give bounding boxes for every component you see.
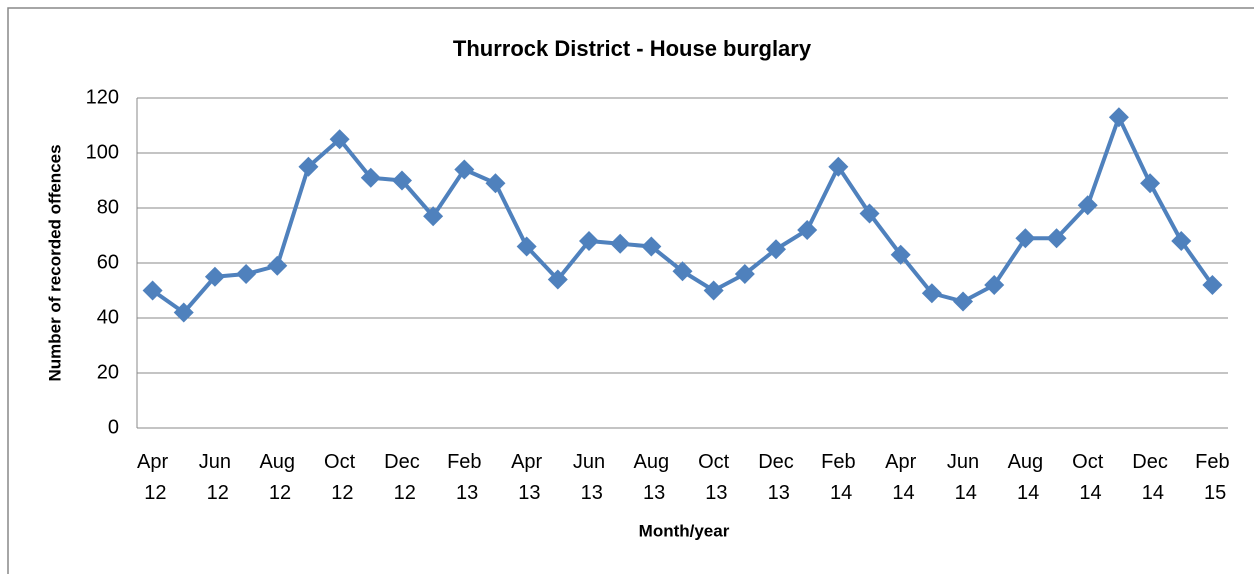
data-point: [1171, 231, 1192, 251]
x-tick-label: Dec 12: [384, 451, 420, 504]
data-point: [236, 264, 257, 284]
data-point: [485, 173, 506, 194]
x-tick-label: Aug 12: [259, 451, 295, 504]
data-point: [672, 261, 693, 282]
x-tick-label: Feb 15: [1195, 451, 1229, 504]
y-tick-label: 100: [86, 141, 119, 163]
x-tick-label: Oct 14: [1072, 451, 1104, 504]
x-tick-label: Jun 12: [199, 451, 231, 504]
data-point: [984, 275, 1005, 295]
data-point: [454, 159, 475, 180]
y-tick-label: 0: [108, 416, 119, 438]
chart-title: Thurrock District - House burglary: [453, 36, 812, 61]
x-tick-label: Oct 12: [324, 451, 356, 504]
data-point: [204, 266, 225, 287]
data-point: [391, 170, 412, 191]
y-tick-label: 60: [97, 251, 119, 273]
chart-border: [7, 7, 1254, 574]
data-point: [921, 283, 942, 304]
x-tick-label: Apr 12: [137, 451, 168, 504]
data-point: [1015, 228, 1036, 249]
y-tick-label: 120: [86, 86, 119, 108]
data-point: [890, 244, 911, 265]
data-point: [766, 239, 787, 260]
data-point: [734, 264, 755, 284]
y-tick-label: 40: [97, 306, 119, 328]
data-point: [641, 236, 662, 257]
y-tick-label: 20: [97, 361, 119, 383]
data-point: [360, 167, 381, 188]
x-tick-label: Jun 14: [947, 451, 979, 504]
data-point: [1140, 173, 1161, 194]
y-tick-label: 80: [97, 196, 119, 218]
x-tick-label: Dec 14: [1132, 451, 1168, 504]
x-tick-label: Dec 13: [758, 451, 794, 504]
x-tick-label: Apr 13: [511, 451, 542, 504]
data-point: [516, 236, 537, 257]
x-axis-title: Month/year: [639, 521, 730, 540]
data-point: [1077, 195, 1098, 216]
x-tick-label: Feb 13: [447, 451, 481, 504]
data-point: [547, 269, 568, 290]
x-tick-label: Oct 13: [698, 451, 730, 504]
data-point: [703, 280, 724, 301]
data-point: [423, 206, 444, 227]
data-point: [1046, 228, 1067, 249]
x-tick-label: Apr 14: [885, 451, 916, 504]
data-point: [797, 220, 818, 240]
x-tick-label: Feb 14: [821, 451, 855, 504]
x-tick-label: Jun 13: [573, 451, 605, 504]
data-point: [267, 255, 288, 276]
data-point: [828, 156, 849, 177]
y-axis-title: Number of recorded offences: [45, 144, 64, 381]
data-point: [329, 129, 350, 150]
x-tick-label: Aug 14: [1008, 451, 1044, 504]
data-point: [578, 231, 599, 251]
data-point: [953, 291, 974, 312]
data-point: [1108, 107, 1129, 128]
x-tick-label: Aug 13: [634, 451, 670, 504]
data-point: [298, 156, 319, 177]
data-point: [1202, 275, 1223, 295]
data-point: [173, 302, 194, 323]
data-point: [142, 280, 163, 301]
data-point: [859, 203, 880, 224]
data-point: [610, 233, 631, 254]
